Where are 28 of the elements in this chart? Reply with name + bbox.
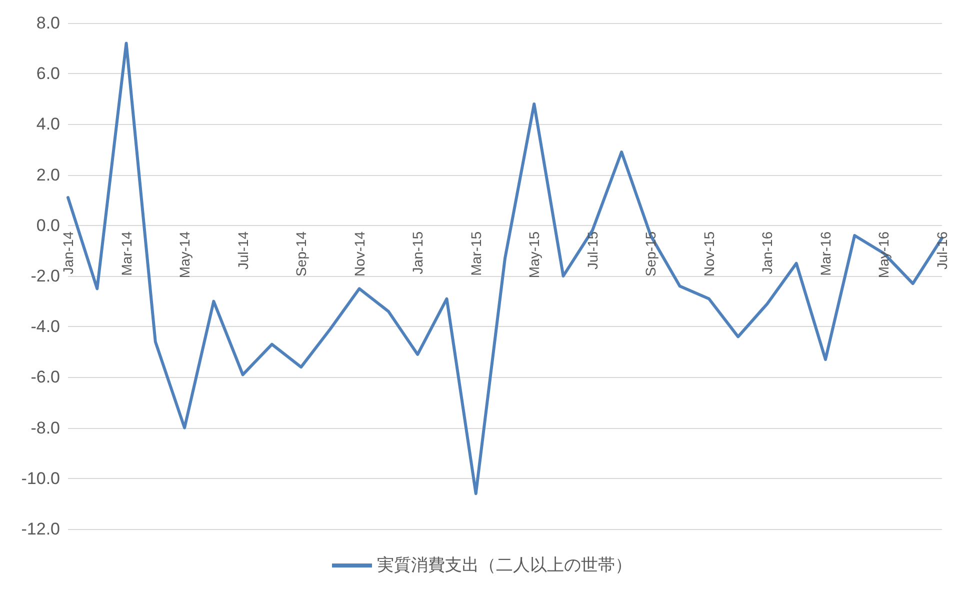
y-tick-label: 6.0 — [36, 64, 60, 84]
x-tick-label: Jan-16 — [759, 231, 776, 274]
x-tick-label: Mar-16 — [817, 231, 834, 276]
x-tick-label: May-16 — [876, 231, 892, 278]
y-tick-label: -4.0 — [30, 317, 60, 336]
y-tick-label: -8.0 — [30, 418, 60, 438]
x-tick-label: Nov-15 — [700, 231, 717, 277]
y-tick-label: 0.0 — [36, 216, 60, 235]
y-tick-label: -2.0 — [30, 266, 60, 286]
legend-label: 実質消費支出（二人以上の世帯） — [377, 556, 632, 576]
x-tick-label: Mar-15 — [468, 231, 484, 276]
y-tick-label: -12.0 — [21, 520, 60, 538]
y-tick-label: 2.0 — [36, 165, 60, 184]
y-tick-label: -6.0 — [30, 368, 60, 387]
x-tick-label: Jan-14 — [60, 231, 76, 274]
x-tick-label: Sep-15 — [642, 231, 659, 277]
x-tick-label: Nov-14 — [351, 231, 368, 277]
y-tick-label: -10.0 — [21, 468, 60, 488]
y-tick-label: 8.0 — [36, 14, 60, 32]
x-tick-label: Jul-15 — [584, 231, 600, 270]
x-tick-label: Jul-14 — [234, 231, 251, 270]
x-tick-label: Jul-16 — [934, 231, 950, 270]
x-tick-label: May-14 — [176, 231, 193, 278]
x-tick-label: May-15 — [526, 231, 542, 278]
x-tick-label: Mar-14 — [118, 231, 134, 276]
x-tick-label: Jan-15 — [410, 231, 426, 274]
y-tick-label: 4.0 — [36, 114, 60, 134]
x-tick-label: Sep-14 — [293, 231, 310, 277]
